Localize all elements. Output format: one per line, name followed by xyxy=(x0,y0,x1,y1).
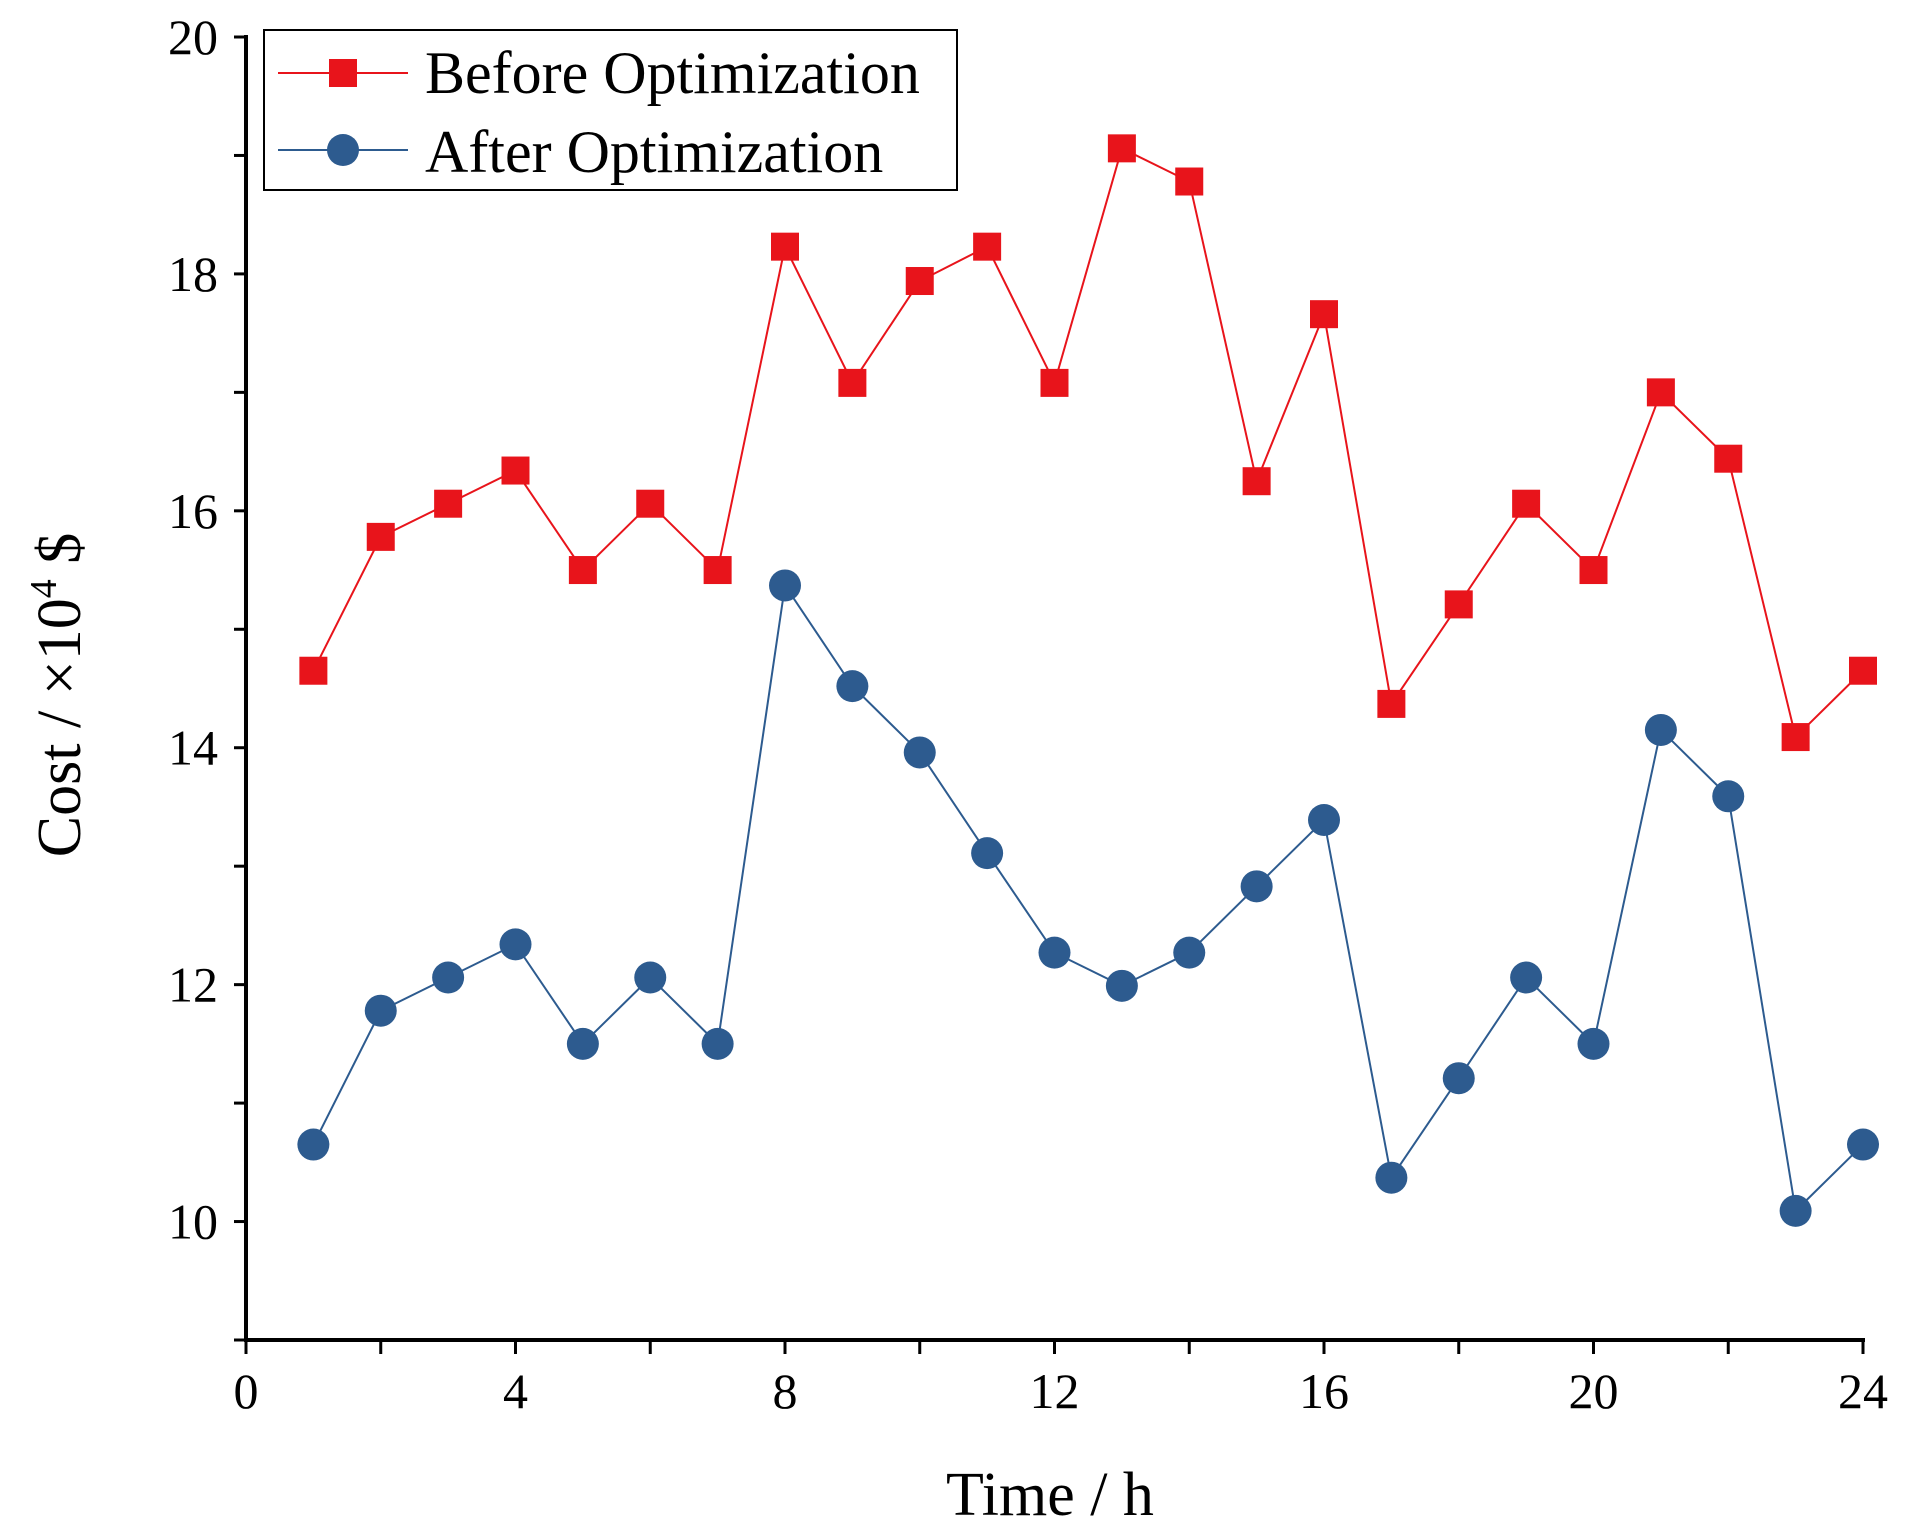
y-tick-label: 20 xyxy=(168,9,218,65)
data-point xyxy=(905,267,934,296)
y-tick-label: 14 xyxy=(168,720,218,776)
data-point xyxy=(364,994,397,1027)
series-line xyxy=(312,146,1864,740)
data-point xyxy=(1175,167,1204,196)
y-tick-label: 18 xyxy=(168,246,218,302)
data-point xyxy=(432,961,465,994)
data-point xyxy=(1038,936,1071,969)
axes xyxy=(234,35,1865,1354)
y-axis-title-exponent: 4 xyxy=(23,579,65,598)
data-point xyxy=(1849,656,1877,685)
series-before xyxy=(299,134,1877,752)
data-point xyxy=(1714,444,1743,473)
data-point xyxy=(1107,134,1136,163)
data-point xyxy=(1375,1161,1408,1194)
legend-label-after: After Optimization xyxy=(425,119,883,185)
plot-area xyxy=(297,134,1879,1227)
data-point xyxy=(1310,300,1338,329)
data-point xyxy=(1173,936,1206,969)
series-line xyxy=(312,582,1864,1213)
data-point xyxy=(971,837,1004,870)
data-point xyxy=(566,1027,599,1060)
data-point xyxy=(703,556,732,585)
x-tick-label: 8 xyxy=(773,1363,798,1419)
tick-labels: 10 12 14 16 18 20 0 4 8 12 16 20 24 xyxy=(168,9,1888,1419)
data-point xyxy=(769,569,801,602)
data-point xyxy=(636,489,665,518)
data-point xyxy=(836,670,869,703)
x-tick-label: 20 xyxy=(1569,1363,1619,1419)
data-point xyxy=(973,232,1002,261)
data-point xyxy=(903,736,936,769)
data-point xyxy=(1242,467,1271,496)
data-point xyxy=(1579,556,1608,585)
data-point xyxy=(1577,1027,1610,1060)
data-point xyxy=(297,1128,330,1161)
legend-label-before: Before Optimization xyxy=(425,40,920,106)
data-point xyxy=(1646,378,1675,407)
y-axis-title: Cost / ×104 $ xyxy=(23,533,94,857)
y-axis-title-space xyxy=(26,564,94,580)
data-point xyxy=(1442,1062,1475,1095)
data-point xyxy=(434,489,463,518)
data-point xyxy=(1240,870,1273,903)
x-axis-title: Time / h xyxy=(946,1461,1154,1529)
data-point xyxy=(771,232,799,261)
data-point xyxy=(1512,489,1541,518)
x-tick-label: 24 xyxy=(1838,1363,1888,1419)
legend: Before Optimization After Optimization xyxy=(263,29,958,191)
x-tick-label: 4 xyxy=(503,1363,528,1419)
data-point xyxy=(701,1027,734,1060)
data-point xyxy=(1105,969,1138,1002)
data-point xyxy=(499,928,532,961)
y-tick-label: 12 xyxy=(168,957,218,1013)
x-tick-label: 0 xyxy=(234,1363,259,1419)
x-tick-label: 12 xyxy=(1030,1363,1080,1419)
y-tick-label: 16 xyxy=(168,483,218,539)
data-point xyxy=(634,961,667,994)
data-point xyxy=(1444,590,1473,619)
data-point xyxy=(299,656,328,685)
legend-marker-after xyxy=(327,134,359,166)
data-point xyxy=(1847,1128,1879,1161)
data-point xyxy=(568,556,597,585)
y-axis-title-unit: $ xyxy=(26,533,94,564)
data-point xyxy=(1781,723,1810,752)
data-point xyxy=(501,456,530,485)
data-point xyxy=(1712,780,1745,813)
data-point xyxy=(1308,803,1340,836)
x-tick-label: 16 xyxy=(1299,1363,1349,1419)
y-tick-label: 10 xyxy=(168,1194,218,1250)
data-point xyxy=(366,522,395,551)
data-point xyxy=(1644,713,1677,746)
data-point xyxy=(1377,689,1406,718)
series-after xyxy=(297,569,1879,1227)
data-point xyxy=(1510,961,1543,994)
data-point xyxy=(1040,368,1069,397)
legend-marker-before xyxy=(329,59,357,87)
data-point xyxy=(838,368,867,397)
data-point xyxy=(1779,1194,1812,1227)
legend-box xyxy=(263,29,958,191)
y-axis-title-main: Cost / ×10 xyxy=(26,598,94,857)
